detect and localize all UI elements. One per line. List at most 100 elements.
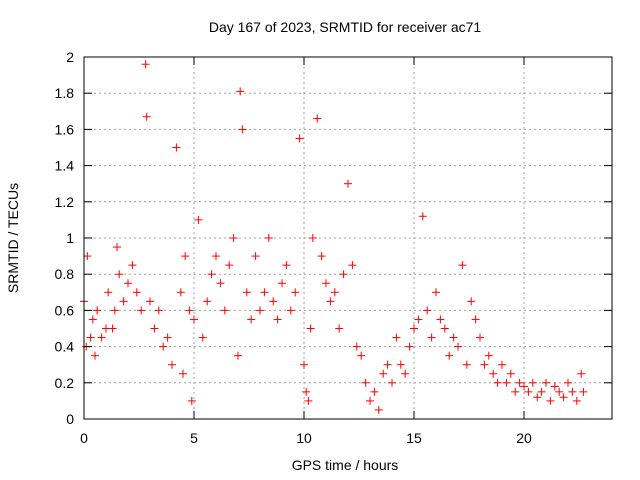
- data-point: [150, 324, 159, 333]
- chart-title: Day 167 of 2023, SRMTID for receiver ac7…: [209, 19, 482, 35]
- data-point: [537, 387, 546, 396]
- data-point: [282, 261, 291, 270]
- data-point: [454, 342, 462, 351]
- data-point: [300, 360, 308, 369]
- data-point: [467, 297, 476, 306]
- data-point: [212, 252, 220, 261]
- data-point: [436, 315, 445, 324]
- data-point: [302, 387, 311, 396]
- data-point: [308, 234, 317, 242]
- data-point: [388, 378, 396, 387]
- data-point: [247, 315, 256, 324]
- data-point: [392, 333, 401, 342]
- data-point: [471, 315, 480, 324]
- data-point: [251, 252, 260, 261]
- data-point: [568, 387, 577, 396]
- data-point: [128, 261, 137, 270]
- data-point: [427, 333, 436, 342]
- data-point: [493, 378, 502, 387]
- data-point: [555, 387, 564, 396]
- data-point: [489, 369, 498, 378]
- data-point: [194, 215, 203, 224]
- y-tick-label: 2: [66, 49, 74, 65]
- data-point: [273, 315, 282, 324]
- y-tick-label: 1.6: [55, 121, 75, 137]
- data-point: [498, 360, 506, 369]
- data-point: [361, 378, 370, 387]
- y-tick-label: 1: [66, 230, 74, 246]
- data-point: [238, 125, 247, 134]
- data-point: [198, 333, 207, 342]
- y-tick-label: 0.8: [55, 266, 75, 282]
- data-point: [410, 324, 418, 333]
- y-axis-label: SRMTID / TECUs: [5, 183, 21, 293]
- data-point: [264, 234, 273, 242]
- data-point: [330, 288, 339, 297]
- data-point: [322, 279, 330, 288]
- data-point: [113, 243, 121, 252]
- data-point: [295, 134, 304, 143]
- data-point: [185, 306, 194, 315]
- data-point: [546, 396, 555, 405]
- data-point: [216, 279, 225, 288]
- data-point: [348, 261, 357, 270]
- data-point: [462, 360, 471, 369]
- data-point: [458, 261, 467, 270]
- data-point: [286, 306, 295, 315]
- data-point: [141, 60, 150, 69]
- data-point: [256, 306, 264, 315]
- data-points: [80, 60, 588, 414]
- data-point: [520, 382, 528, 391]
- data-point: [326, 297, 335, 306]
- data-point: [278, 279, 286, 288]
- data-point: [344, 179, 352, 188]
- y-tick-label: 0: [66, 411, 74, 427]
- data-point: [357, 351, 366, 360]
- data-point: [159, 342, 168, 351]
- data-point: [366, 396, 374, 405]
- data-point: [229, 234, 238, 242]
- data-point: [179, 369, 187, 378]
- data-point: [480, 360, 489, 369]
- x-tick-label: 5: [190, 430, 198, 446]
- data-point: [269, 297, 278, 306]
- data-point: [564, 378, 572, 387]
- data-point: [163, 333, 172, 342]
- data-point: [559, 393, 568, 402]
- data-point: [190, 315, 198, 324]
- data-point: [154, 306, 163, 315]
- data-point: [484, 351, 493, 360]
- data-point: [423, 306, 432, 315]
- data-point: [515, 378, 524, 387]
- data-point: [172, 143, 181, 152]
- data-point: [115, 270, 124, 279]
- data-point: [374, 405, 383, 414]
- data-point: [432, 288, 440, 297]
- data-point: [104, 288, 113, 297]
- data-point: [445, 351, 454, 360]
- data-point: [176, 288, 185, 297]
- data-point: [401, 369, 410, 378]
- data-point: [86, 333, 95, 342]
- x-tick-label: 10: [296, 430, 312, 446]
- y-tick-label: 1.8: [55, 85, 75, 101]
- data-point: [379, 369, 388, 378]
- data-point: [168, 360, 176, 369]
- y-tick-label: 0.4: [55, 339, 75, 355]
- x-tick-label: 20: [516, 430, 532, 446]
- data-point: [124, 279, 132, 288]
- data-point: [449, 333, 458, 342]
- data-point: [137, 306, 146, 315]
- data-point: [317, 252, 326, 261]
- data-point: [225, 261, 234, 270]
- data-point: [91, 351, 99, 360]
- x-axis-label: GPS time / hours: [292, 457, 399, 473]
- y-tick-label: 1.2: [55, 194, 75, 210]
- data-point: [146, 297, 154, 306]
- data-point: [220, 306, 229, 315]
- data-point: [335, 324, 344, 333]
- data-point: [119, 297, 128, 306]
- data-point: [203, 297, 212, 306]
- data-point: [405, 342, 414, 351]
